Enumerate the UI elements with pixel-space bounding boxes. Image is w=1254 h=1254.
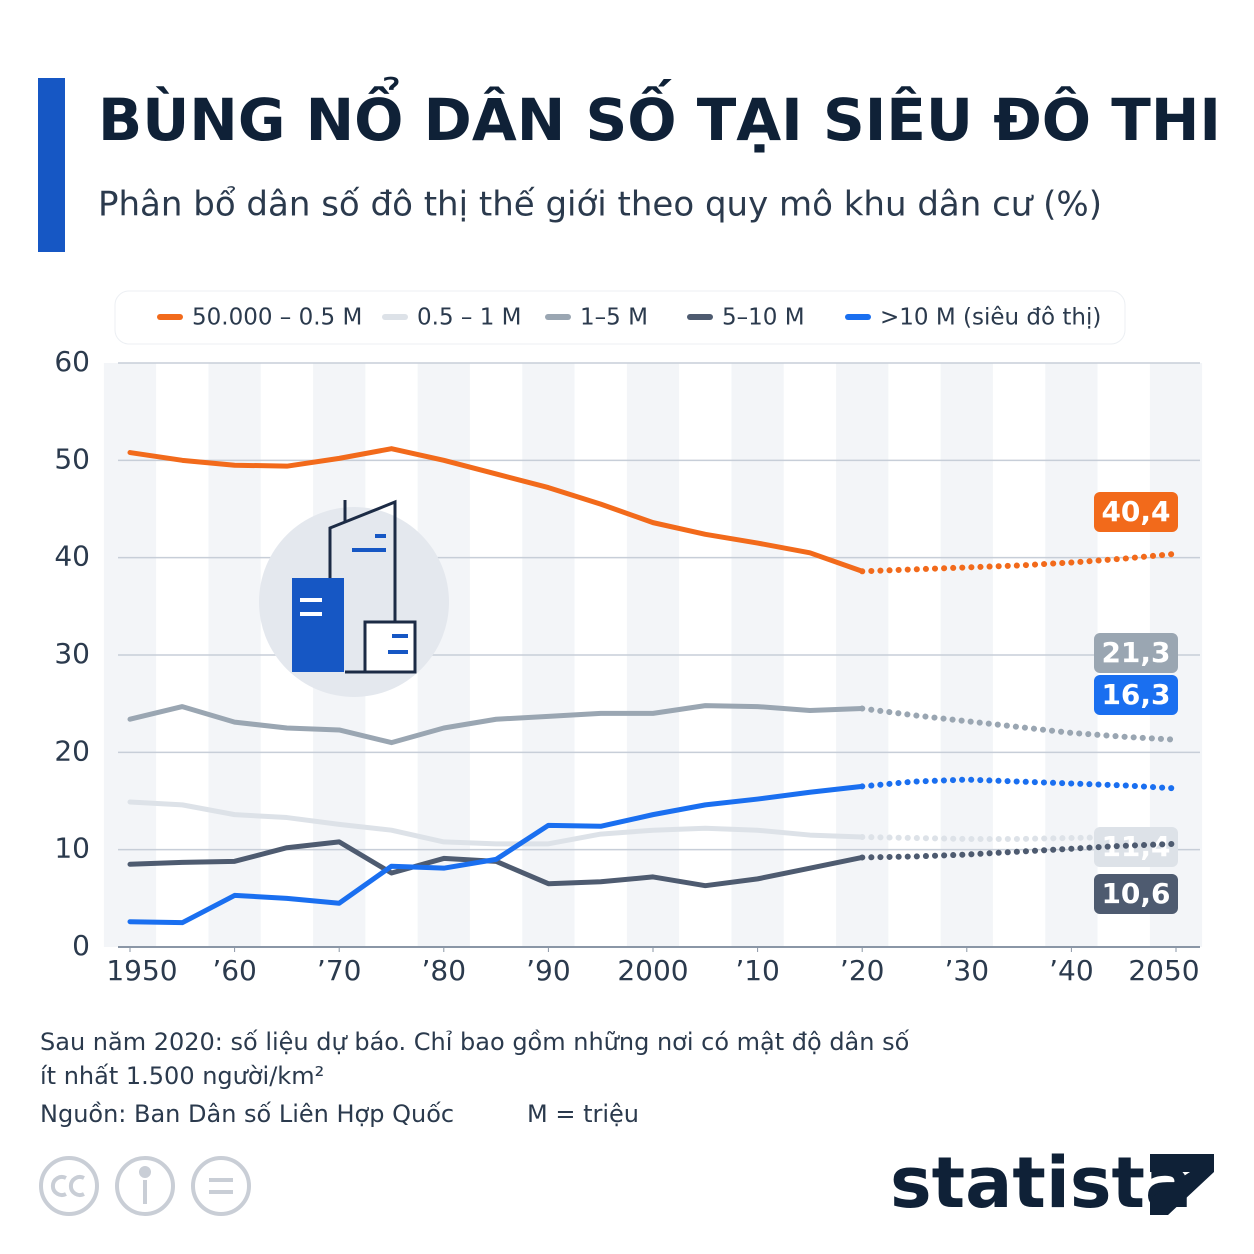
accent-bar (38, 78, 65, 252)
unit-note: M = triệu (527, 1100, 639, 1128)
y-tick-label: 50 (54, 442, 90, 475)
projection-line (859, 550, 1179, 575)
value-label-box (1094, 874, 1178, 914)
series-line (127, 446, 865, 574)
legend-label: 0.5 – 1 M (417, 305, 522, 331)
x-tick-label: ’70 (317, 954, 362, 987)
legend-label: >10 M (siêu đô thị) (880, 305, 1101, 331)
value-label-box (1094, 633, 1178, 673)
projection-line (859, 840, 1179, 861)
x-tick-label: 1950 (106, 954, 177, 987)
value-label-box (1094, 675, 1178, 715)
x-tick-label: ’40 (1049, 954, 1094, 987)
chart-title: BÙNG NỔ DÂN SỐ TẠI SIÊU ĐÔ THI (98, 76, 1221, 154)
value-label: 16,3 (1101, 678, 1170, 711)
legend-label: 1–5 M (580, 305, 648, 331)
legend-label: 50.000 – 0.5 M (192, 305, 362, 331)
illustration (259, 499, 449, 697)
footnote: Sau năm 2020: số liệu dự báo. Chỉ bao gồ… (40, 1028, 910, 1056)
y-tick-label: 10 (54, 832, 90, 865)
value-label: 10,6 (1101, 877, 1170, 910)
legend-label: 5–10 M (722, 305, 805, 331)
y-tick-label: 30 (54, 637, 90, 670)
projection-line (859, 705, 1179, 743)
x-tick-label: ’80 (422, 954, 467, 987)
x-tick-label: ’20 (840, 954, 885, 987)
x-tick-label: ’90 (526, 954, 571, 987)
brand-logo (1150, 1154, 1214, 1215)
x-tick-label: ’60 (212, 954, 257, 987)
legend-box (114, 290, 1126, 345)
y-tick-label: 40 (54, 540, 90, 573)
x-tick-label: ’10 (735, 954, 780, 987)
value-label: 40,4 (1101, 495, 1170, 528)
y-tick-label: 20 (54, 734, 90, 767)
x-tick-label: 2000 (617, 954, 688, 987)
series-line (127, 799, 865, 847)
y-tick-label: 0 (72, 929, 90, 962)
series-line (127, 703, 865, 746)
projection-line (859, 776, 1179, 792)
brand: statista (890, 1142, 1192, 1224)
footnote: ít nhất 1.500 người/km² (40, 1062, 324, 1090)
chart-subtitle: Phân bổ dân số đô thị thế giới theo quy … (98, 185, 1102, 225)
series-line (127, 783, 865, 926)
source: Nguồn: Ban Dân số Liên Hợp Quốc (40, 1100, 454, 1128)
y-tick-label: 60 (54, 345, 90, 378)
x-tick-label: 2050 (1128, 954, 1199, 987)
x-tick-label: ’30 (945, 954, 990, 987)
value-label: 21,3 (1101, 636, 1170, 669)
value-label-box (1094, 492, 1178, 532)
license-icons (39, 1156, 251, 1216)
legend: 50.000 – 0.5 M 0.5 – 1 M 1–5 M 5–10 M >10 M … (157, 305, 1101, 331)
